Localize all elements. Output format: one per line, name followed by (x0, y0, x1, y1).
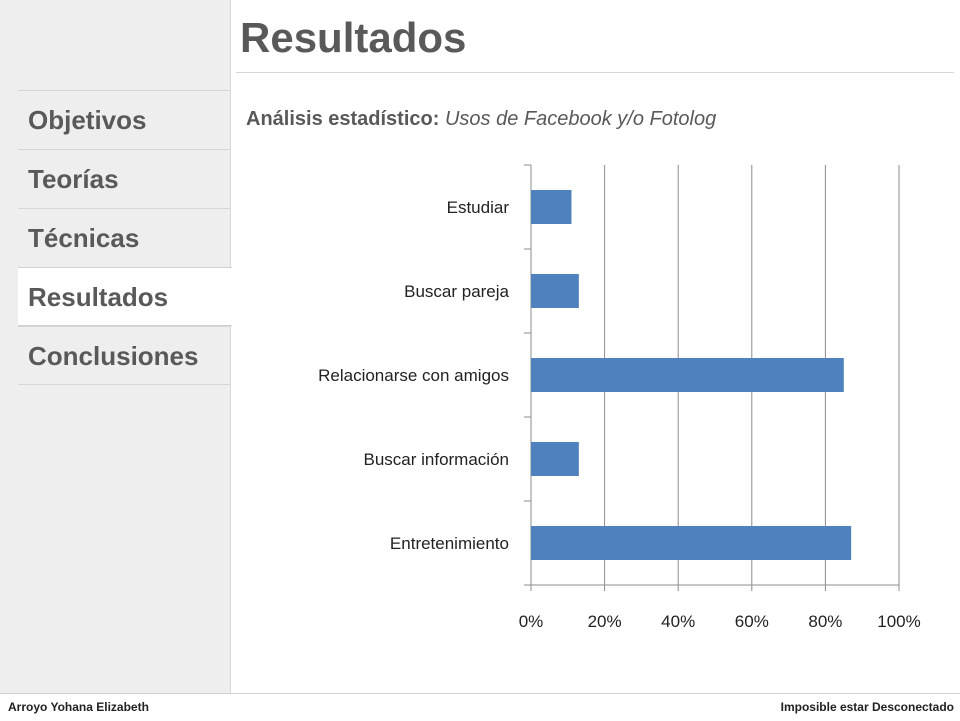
bar (531, 442, 579, 476)
category-label: Entretenimiento (390, 534, 509, 553)
footer: Arroyo Yohana Elizabeth Imposible estar … (0, 693, 960, 721)
subtitle-label: Análisis estadístico: (246, 108, 440, 130)
chart-subtitle: Análisis estadístico: Usos de Facebook y… (246, 108, 716, 131)
nav-item-teorias[interactable]: Teorías (18, 149, 230, 208)
nav-item-resultados[interactable]: Resultados (18, 267, 232, 326)
category-label: Relacionarse con amigos (318, 366, 509, 385)
x-tick-label: 20% (588, 612, 622, 631)
bar (531, 526, 852, 560)
nav-item-tecnicas[interactable]: Técnicas (18, 208, 230, 267)
footer-slogan: Imposible estar Desconectado (780, 700, 954, 714)
subtitle-topic: Usos de Facebook y/o Fotolog (444, 108, 717, 130)
nav-item-objetivos[interactable]: Objetivos (18, 90, 230, 149)
x-tick-label: 80% (808, 612, 842, 631)
bar-chart: 0% 20% 40% 60% 80% 100% Estudiar Buscar pareja R… (318, 164, 921, 631)
category-label: Buscar información (363, 450, 509, 469)
bar (531, 190, 572, 224)
x-tick-label: 100% (877, 612, 920, 631)
footer-author: Arroyo Yohana Elizabeth (8, 700, 149, 714)
bar (531, 358, 844, 392)
x-tick-label: 0% (519, 612, 544, 631)
sidebar-nav: Objetivos Teorías Técnicas Resultados Co… (18, 90, 232, 385)
category-label: Estudiar (447, 198, 510, 217)
category-label: Buscar pareja (404, 282, 509, 301)
page-title: Resultados (240, 14, 467, 61)
bar (531, 274, 579, 308)
x-tick-label: 60% (735, 612, 769, 631)
x-tick-label: 40% (661, 612, 695, 631)
sidebar: Objetivos Teorías Técnicas Resultados Co… (0, 0, 232, 693)
title-divider (236, 72, 954, 73)
nav-item-conclusiones[interactable]: Conclusiones (18, 326, 230, 385)
